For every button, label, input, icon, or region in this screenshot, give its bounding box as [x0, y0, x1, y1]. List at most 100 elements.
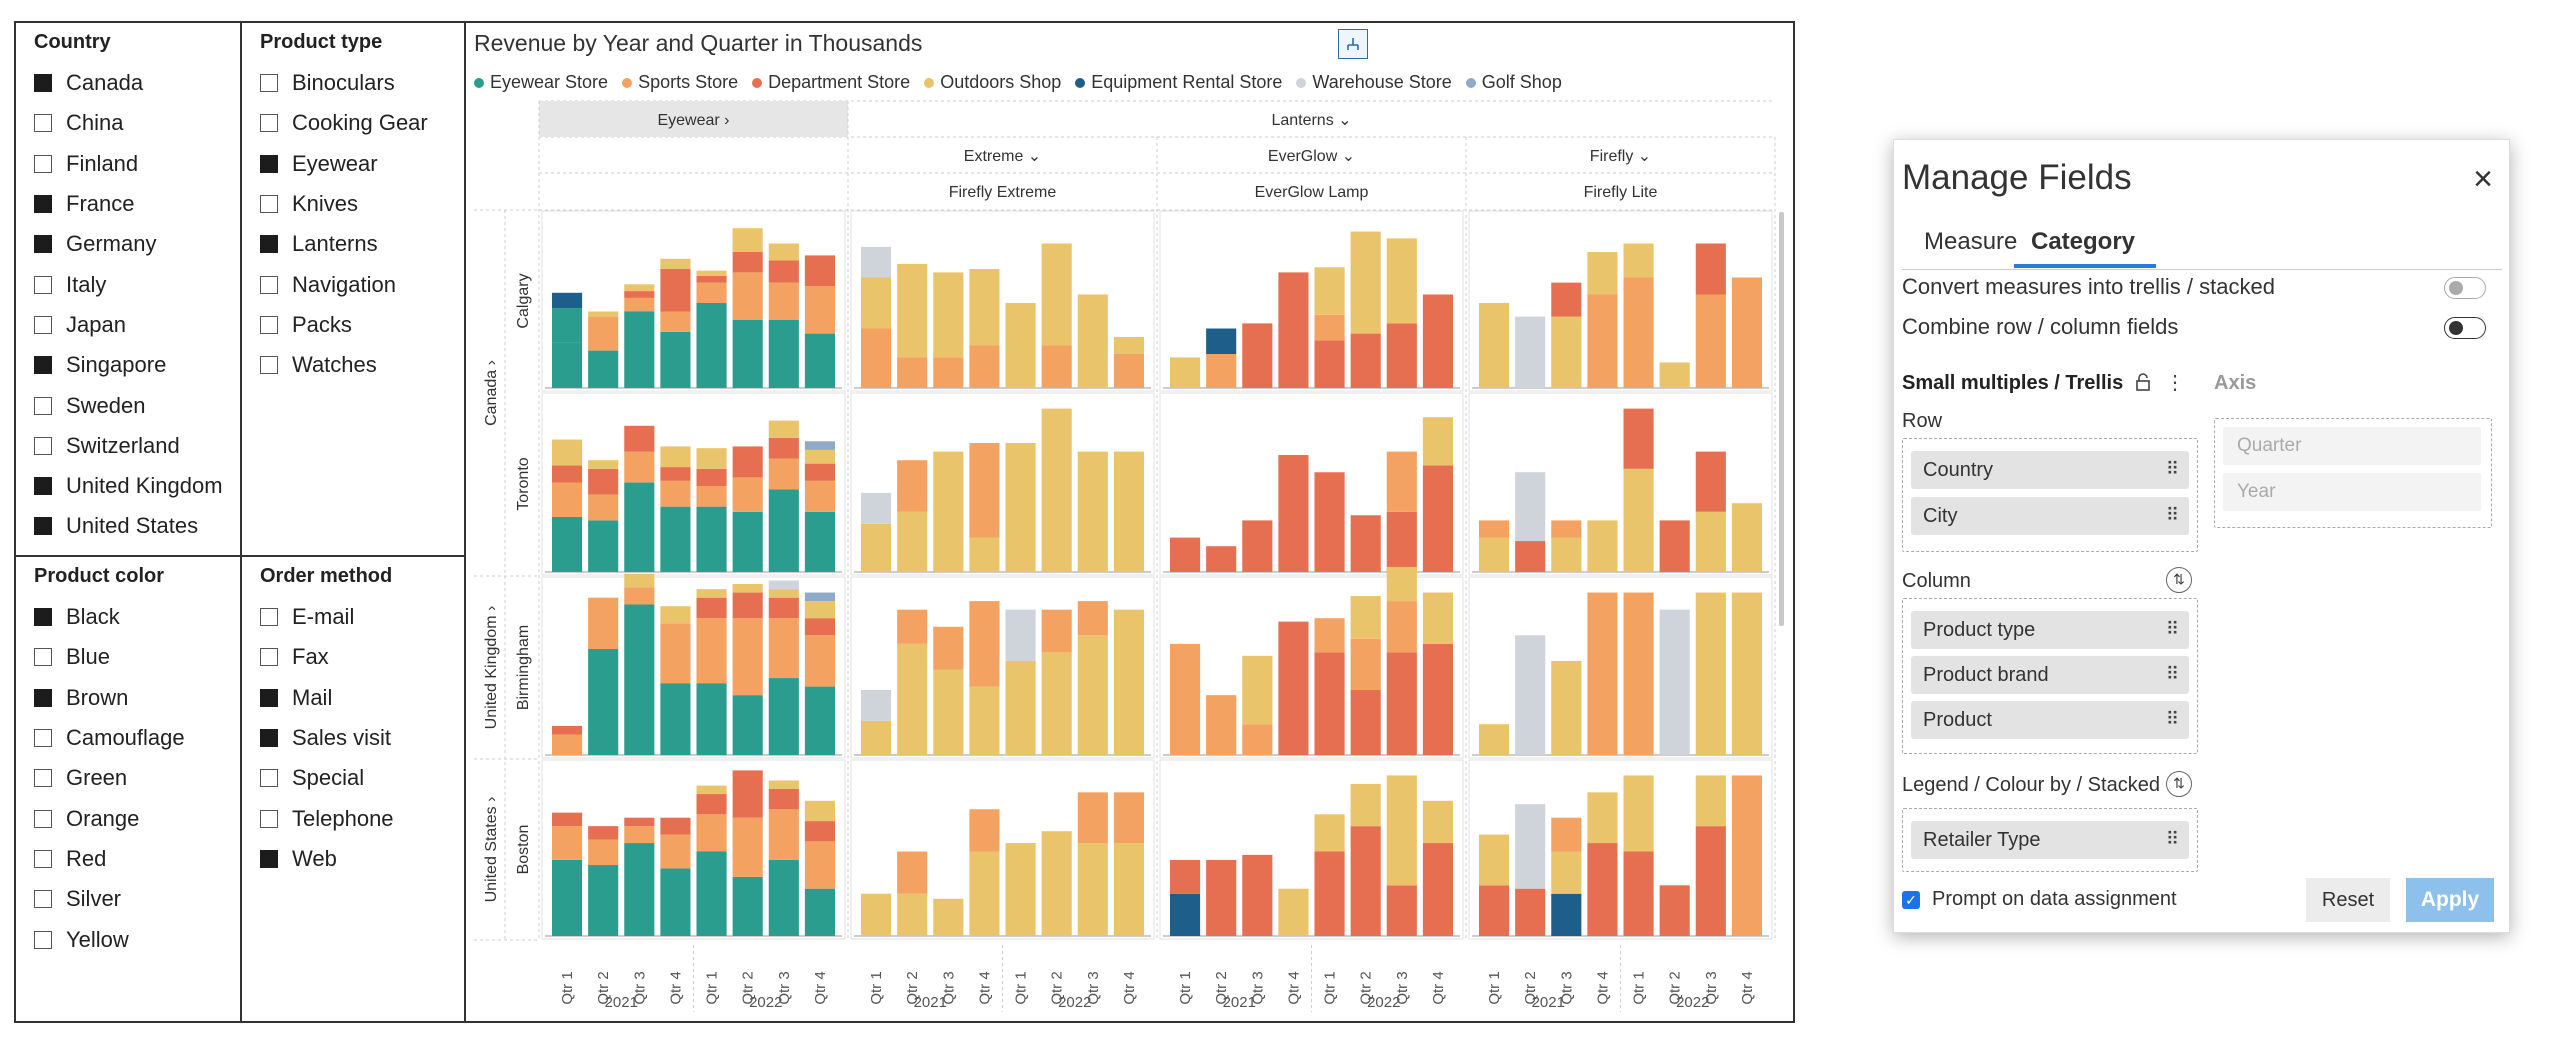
checkbox-unchecked-icon[interactable]	[34, 114, 52, 133]
column-well[interactable]: Product type ⠿ Product brand ⠿ Product ⠿	[1902, 598, 2198, 754]
legend-item[interactable]: Outdoors Shop	[924, 72, 1061, 93]
field-chip-retailer-type[interactable]: Retailer Type ⠿	[1911, 821, 2189, 859]
checkbox-unchecked-icon[interactable]	[34, 729, 52, 748]
checkbox-unchecked-icon[interactable]	[34, 849, 52, 868]
drag-handle-icon[interactable]: ⠿	[2165, 829, 2179, 849]
checkbox-checked-icon[interactable]	[260, 235, 278, 254]
field-chip-country[interactable]: Country ⠿	[1911, 451, 2189, 489]
checkbox-unchecked-icon[interactable]	[34, 315, 52, 334]
checkbox-checked-icon[interactable]: ✓	[1902, 890, 1920, 909]
field-chip-product[interactable]: Product ⠿	[1911, 701, 2189, 739]
checkbox-unchecked-icon[interactable]	[260, 275, 278, 294]
filter-item-mail[interactable]: Mail	[260, 678, 394, 718]
checkbox-checked-icon[interactable]	[34, 235, 52, 254]
drag-handle-icon[interactable]: ⠿	[2165, 709, 2179, 729]
lock-icon[interactable]	[2134, 372, 2154, 394]
legend-well[interactable]: Retailer Type ⠿	[1902, 808, 2198, 872]
checkbox-unchecked-icon[interactable]	[34, 396, 52, 415]
checkbox-unchecked-icon[interactable]	[34, 648, 52, 667]
field-chip-product-brand[interactable]: Product brand ⠿	[1911, 656, 2189, 694]
filter-item-switzerland[interactable]: Switzerland	[34, 426, 223, 466]
checkbox-unchecked-icon[interactable]	[260, 769, 278, 788]
apply-button[interactable]: Apply	[2406, 878, 2494, 922]
checkbox-unchecked-icon[interactable]	[34, 436, 52, 455]
filter-item-telephone[interactable]: Telephone	[260, 798, 394, 838]
reset-button[interactable]: Reset	[2306, 878, 2390, 922]
swap-icon[interactable]: ⇅	[2166, 567, 2192, 593]
filter-item-watches[interactable]: Watches	[260, 345, 428, 385]
filter-item-fax[interactable]: Fax	[260, 637, 394, 677]
filter-item-canada[interactable]: Canada	[34, 63, 223, 103]
filter-item-cooking-gear[interactable]: Cooking Gear	[260, 103, 428, 143]
legend-item[interactable]: Sports Store	[622, 72, 738, 93]
close-icon[interactable]: ×	[2473, 160, 2493, 198]
checkbox-checked-icon[interactable]	[34, 356, 52, 375]
checkbox-unchecked-icon[interactable]	[34, 154, 52, 173]
filter-item-packs[interactable]: Packs	[260, 305, 428, 345]
filter-item-eyewear[interactable]: Eyewear	[260, 144, 428, 184]
filter-item-yellow[interactable]: Yellow	[34, 919, 185, 959]
checkbox-checked-icon[interactable]	[34, 517, 52, 536]
filter-item-silver[interactable]: Silver	[34, 879, 185, 919]
checkbox-unchecked-icon[interactable]	[260, 809, 278, 828]
tab-measure[interactable]: Measure	[1924, 228, 2018, 255]
checkbox-checked-icon[interactable]	[34, 477, 52, 496]
filter-item-black[interactable]: Black	[34, 597, 185, 637]
checkbox-checked-icon[interactable]	[34, 74, 52, 93]
legend-item[interactable]: Equipment Rental Store	[1075, 72, 1282, 93]
checkbox-checked-icon[interactable]	[34, 195, 52, 214]
filter-item-green[interactable]: Green	[34, 758, 185, 798]
drag-handle-icon[interactable]: ⠿	[2165, 459, 2179, 479]
filter-item-united-kingdom[interactable]: United Kingdom	[34, 466, 223, 506]
filter-item-special[interactable]: Special	[260, 758, 394, 798]
filter-item-orange[interactable]: Orange	[34, 798, 185, 838]
filter-item-red[interactable]: Red	[34, 839, 185, 879]
checkbox-checked-icon[interactable]	[34, 688, 52, 707]
legend-item[interactable]: Eyewear Store	[474, 72, 608, 93]
filter-item-binoculars[interactable]: Binoculars	[260, 63, 428, 103]
filter-item-italy[interactable]: Italy	[34, 264, 223, 304]
checkbox-unchecked-icon[interactable]	[260, 195, 278, 214]
filter-item-china[interactable]: China	[34, 103, 223, 143]
trellis-toggle[interactable]	[2444, 277, 2486, 299]
checkbox-checked-icon[interactable]	[260, 154, 278, 173]
filter-item-lanterns[interactable]: Lanterns	[260, 224, 428, 264]
filter-item-sweden[interactable]: Sweden	[34, 385, 223, 425]
prompt-on-assignment[interactable]: ✓ Prompt on data assignment	[1902, 888, 2177, 911]
tab-category[interactable]: Category	[2031, 228, 2136, 255]
filter-item-knives[interactable]: Knives	[260, 184, 428, 224]
checkbox-checked-icon[interactable]	[260, 849, 278, 868]
checkbox-unchecked-icon[interactable]	[260, 315, 278, 334]
checkbox-unchecked-icon[interactable]	[34, 275, 52, 294]
filter-item-finland[interactable]: Finland	[34, 144, 223, 184]
filter-item-france[interactable]: France	[34, 184, 223, 224]
filter-item-camouflage[interactable]: Camouflage	[34, 718, 185, 758]
filter-item-singapore[interactable]: Singapore	[34, 345, 223, 385]
checkbox-unchecked-icon[interactable]	[34, 769, 52, 788]
drag-handle-icon[interactable]: ⠿	[2165, 505, 2179, 525]
legend-item[interactable]: Department Store	[752, 72, 910, 93]
field-chip-product-type[interactable]: Product type ⠿	[1911, 611, 2189, 649]
checkbox-checked-icon[interactable]	[260, 688, 278, 707]
checkbox-unchecked-icon[interactable]	[34, 890, 52, 909]
filter-item-germany[interactable]: Germany	[34, 224, 223, 264]
more-options-icon[interactable]: ⋮	[2165, 372, 2185, 394]
checkbox-unchecked-icon[interactable]	[260, 114, 278, 133]
drag-handle-icon[interactable]: ⠿	[2165, 619, 2179, 639]
filter-item-sales-visit[interactable]: Sales visit	[260, 718, 394, 758]
filter-item-brown[interactable]: Brown	[34, 678, 185, 718]
filter-item-navigation[interactable]: Navigation	[260, 264, 428, 304]
row-well[interactable]: Country ⠿ City ⠿	[1902, 438, 2198, 552]
filter-item-blue[interactable]: Blue	[34, 637, 185, 677]
filter-item-e-mail[interactable]: E-mail	[260, 597, 394, 637]
checkbox-unchecked-icon[interactable]	[260, 356, 278, 375]
filter-item-web[interactable]: Web	[260, 839, 394, 879]
checkbox-unchecked-icon[interactable]	[260, 648, 278, 667]
checkbox-unchecked-icon[interactable]	[260, 74, 278, 93]
combine-toggle[interactable]	[2444, 317, 2486, 339]
legend-item[interactable]: Golf Shop	[1465, 72, 1562, 93]
checkbox-unchecked-icon[interactable]	[260, 608, 278, 627]
filter-item-japan[interactable]: Japan	[34, 305, 223, 345]
field-chip-city[interactable]: City ⠿	[1911, 497, 2189, 535]
drag-handle-icon[interactable]: ⠿	[2165, 664, 2179, 684]
